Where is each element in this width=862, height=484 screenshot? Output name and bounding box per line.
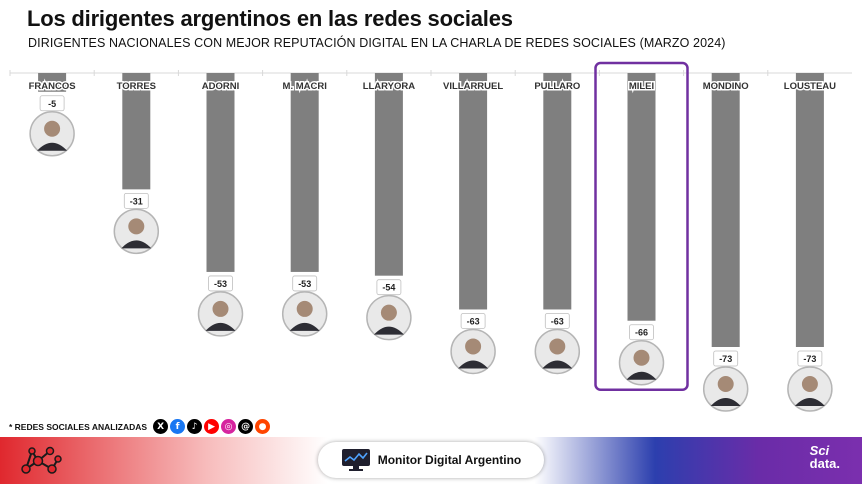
avatar-body xyxy=(458,360,489,369)
bar-villarruel xyxy=(459,73,488,310)
category-label: VILLARRUEL xyxy=(443,81,503,92)
footer-band: Monitor Digital Argentino Sci data. xyxy=(0,437,862,484)
highlight-frame xyxy=(594,61,689,391)
bar-milei xyxy=(627,73,656,321)
value-label-box xyxy=(797,350,823,367)
avatar-head xyxy=(801,376,818,392)
avatar-head xyxy=(717,376,734,392)
value-label: -53 xyxy=(214,279,227,289)
value-label: -73 xyxy=(803,354,816,364)
value-label-box xyxy=(123,192,149,209)
avatar-head xyxy=(633,349,650,366)
avatar-body xyxy=(121,240,152,249)
avatar-body xyxy=(626,371,657,380)
value-label-box xyxy=(460,313,486,329)
category-label: PULLARO xyxy=(534,81,580,92)
category-label: FRANCOS xyxy=(29,81,76,92)
facebook-icon: f xyxy=(170,419,186,434)
avatar-head xyxy=(549,338,566,355)
value-label-box xyxy=(629,324,654,341)
youtube-icon: ▶ xyxy=(204,419,220,434)
value-label: -63 xyxy=(467,316,480,326)
avatar-body xyxy=(794,398,825,406)
value-label: -5 xyxy=(48,99,56,109)
avatar-body xyxy=(205,322,236,331)
value-label: -53 xyxy=(298,279,311,289)
category-label: MONDINO xyxy=(703,81,749,92)
page-subtitle: DIRIGENTES NACIONALES CON MEJOR REPUTACI… xyxy=(28,36,726,50)
bar-lousteau xyxy=(795,73,824,347)
avatar-body xyxy=(542,360,573,369)
avatar-head xyxy=(380,304,397,321)
bar-m-macri xyxy=(290,73,319,272)
avatar-head xyxy=(212,300,229,317)
value-label: -63 xyxy=(551,316,564,326)
page-title: Los dirigentes argentinos en las redes s… xyxy=(27,6,513,31)
bar-pullaro xyxy=(543,73,572,310)
value-label: -54 xyxy=(382,283,395,293)
avatar-head xyxy=(128,218,145,235)
avatar-head xyxy=(465,338,482,355)
reddit-icon: ● xyxy=(255,419,271,434)
avatar-body xyxy=(373,326,404,335)
brand-name: Monitor Digital Argentino xyxy=(377,453,522,467)
instagram-icon: ◎ xyxy=(221,419,237,434)
category-label: LOUSTEAU xyxy=(784,81,836,92)
x-icon: X xyxy=(153,419,169,434)
value-label-box xyxy=(376,279,402,296)
tiktok-icon: ♪ xyxy=(187,419,203,434)
avatar-body xyxy=(37,142,68,151)
value-label: -73 xyxy=(719,354,732,364)
bar-adorni xyxy=(206,73,235,272)
social-networks-label: * REDES SOCIALES ANALIZADAS xyxy=(9,421,148,432)
threads-icon: @ xyxy=(238,419,254,434)
value-label: -66 xyxy=(635,328,648,338)
avatar-head xyxy=(296,300,313,317)
value-label-box xyxy=(39,95,65,112)
monitor-icon xyxy=(341,449,370,471)
avatar-head xyxy=(44,120,61,137)
bar-mondino xyxy=(711,73,740,347)
bar-torres xyxy=(122,73,151,190)
bar-chart: FRANCOS -5 TORRES -31 ADORNI -53 M. MACRI -53 LL… xyxy=(9,61,852,412)
category-label: LLARYORA xyxy=(363,81,416,92)
value-label-box xyxy=(713,350,739,367)
bar-llaryora xyxy=(374,73,403,276)
network-icon xyxy=(21,446,62,474)
category-label: ADORNI xyxy=(202,81,239,92)
brand-pill: Monitor Digital Argentino xyxy=(318,442,544,478)
category-label: M. MACRI xyxy=(283,81,327,92)
category-label: MILEI xyxy=(629,81,654,92)
value-label: -31 xyxy=(130,196,143,206)
avatar-body xyxy=(710,398,741,406)
value-label-box xyxy=(292,275,318,292)
avatar-body xyxy=(289,322,320,331)
value-label-box xyxy=(208,275,233,292)
category-label: TORRES xyxy=(117,81,156,92)
scidata-logo: Sci data. xyxy=(809,443,840,471)
bar-francos xyxy=(38,73,67,92)
value-label-box xyxy=(544,313,570,329)
